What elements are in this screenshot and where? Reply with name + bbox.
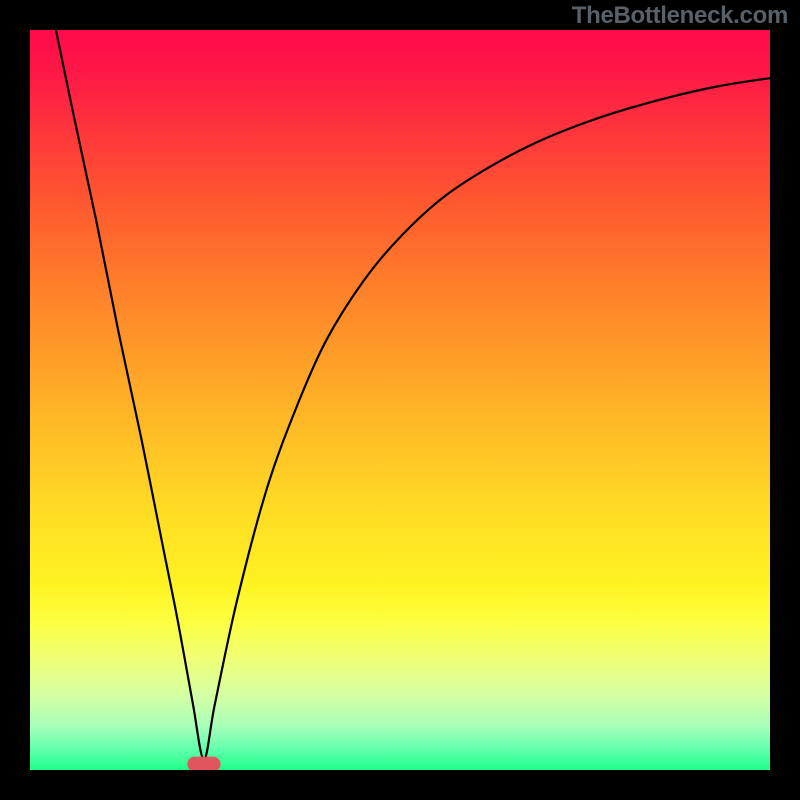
bottleneck-chart <box>0 0 800 800</box>
chart-container: TheBottleneck.com <box>0 0 800 800</box>
watermark-text: TheBottleneck.com <box>572 2 788 30</box>
